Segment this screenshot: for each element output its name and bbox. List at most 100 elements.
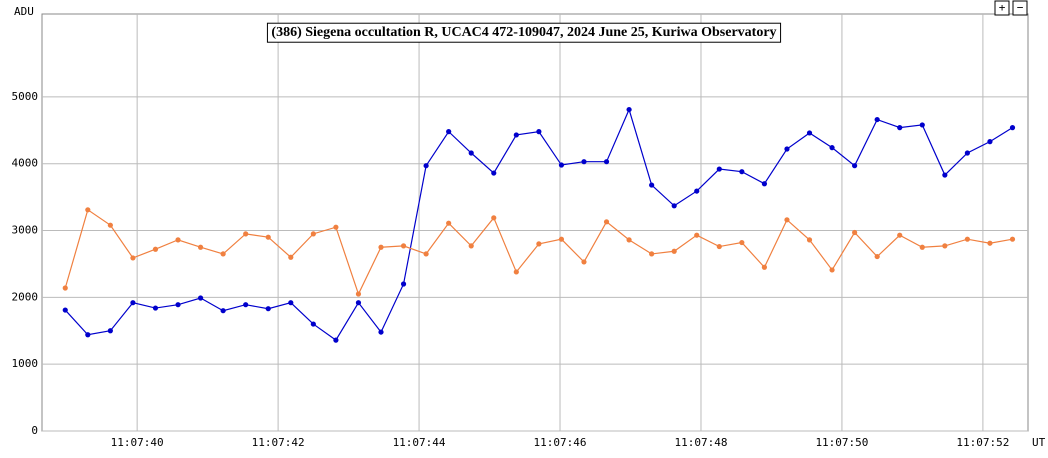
data-point [852, 229, 858, 236]
data-point [62, 307, 68, 313]
data-point [175, 302, 181, 308]
data-point [423, 163, 429, 169]
data-point [649, 251, 655, 257]
data-point [897, 125, 903, 131]
y-tick-label: 3000 [12, 224, 39, 237]
data-point [243, 302, 249, 308]
data-point [874, 116, 880, 123]
data-point [265, 306, 271, 312]
data-point [558, 236, 565, 242]
chart-title: (386) Siegena occultation R, UCAC4 472-1… [271, 25, 776, 40]
data-point [942, 243, 948, 249]
data-point [107, 328, 113, 334]
data-point [558, 162, 565, 168]
data-point [152, 246, 159, 252]
zoom-out-label[interactable]: − [1017, 1, 1024, 14]
data-point [378, 244, 384, 250]
data-point [852, 163, 858, 169]
y-tick-label: 5000 [12, 90, 39, 103]
plot-area [41, 13, 1029, 432]
data-point [581, 259, 587, 265]
data-point [130, 255, 136, 261]
data-point [829, 145, 835, 151]
data-point [806, 237, 813, 243]
data-point [85, 332, 91, 338]
data-point [513, 132, 519, 138]
y-tick-label: 4000 [12, 157, 39, 170]
data-point [603, 219, 610, 225]
data-point [739, 169, 745, 175]
data-point [197, 244, 204, 250]
data-point [513, 269, 519, 275]
data-point [716, 166, 722, 172]
x-tick-label: 11:07:46 [534, 436, 587, 449]
data-point [400, 281, 407, 287]
data-point [288, 254, 294, 260]
data-point [761, 181, 768, 187]
data-point [942, 172, 948, 178]
y-tick-label: 1000 [12, 357, 39, 370]
data-point [784, 217, 790, 223]
data-point [603, 159, 610, 165]
y-tick-label: 2000 [12, 290, 39, 303]
data-point [468, 150, 474, 156]
data-point [919, 244, 925, 250]
x-tick-label: 11:07:42 [252, 436, 305, 449]
data-point [964, 236, 970, 242]
data-point [716, 243, 722, 250]
x-axis-label: UT [1032, 436, 1046, 449]
data-point [626, 106, 632, 113]
data-point [288, 300, 294, 306]
data-point [220, 308, 226, 314]
x-tick-label: 11:07:44 [393, 436, 446, 449]
data-point [987, 240, 993, 246]
zoom-out-button[interactable] [1012, 0, 1028, 16]
data-point [694, 232, 700, 238]
data-point [919, 122, 925, 128]
zoom-in-label[interactable]: + [999, 1, 1006, 14]
data-point [85, 207, 91, 213]
data-point [739, 239, 745, 246]
data-point [355, 300, 362, 306]
title-box [266, 22, 782, 43]
zoom-in-button[interactable] [994, 0, 1010, 16]
x-tick-label: 11:07:52 [956, 436, 1009, 449]
data-point [152, 305, 159, 311]
data-point [536, 241, 542, 247]
data-point [220, 251, 226, 257]
data-point [355, 291, 362, 297]
data-point [626, 237, 632, 243]
data-point [649, 182, 655, 188]
data-point [671, 248, 677, 254]
data-point [536, 129, 542, 135]
data-point [829, 267, 835, 273]
data-point [491, 215, 497, 221]
data-point [62, 285, 68, 291]
data-point [107, 222, 113, 228]
y-axis-label: ADU [14, 5, 34, 18]
data-point [400, 243, 407, 249]
data-point [1009, 236, 1016, 242]
data-point [310, 231, 316, 237]
data-point [197, 295, 204, 301]
data-point [130, 300, 136, 306]
data-point [243, 231, 249, 237]
data-point [446, 220, 452, 226]
data-point [175, 237, 181, 243]
x-tick-label: 11:07:50 [815, 436, 868, 449]
data-point [378, 329, 384, 335]
data-point [784, 146, 790, 152]
data-point [446, 129, 452, 135]
data-point [897, 232, 903, 238]
data-point [806, 130, 813, 136]
data-point [987, 139, 993, 145]
data-point [491, 170, 497, 176]
data-point [964, 150, 970, 156]
data-point [423, 251, 429, 257]
data-point [581, 159, 587, 165]
data-point [1009, 125, 1016, 131]
data-point [333, 224, 339, 230]
data-point [468, 243, 474, 249]
data-point [333, 337, 339, 343]
